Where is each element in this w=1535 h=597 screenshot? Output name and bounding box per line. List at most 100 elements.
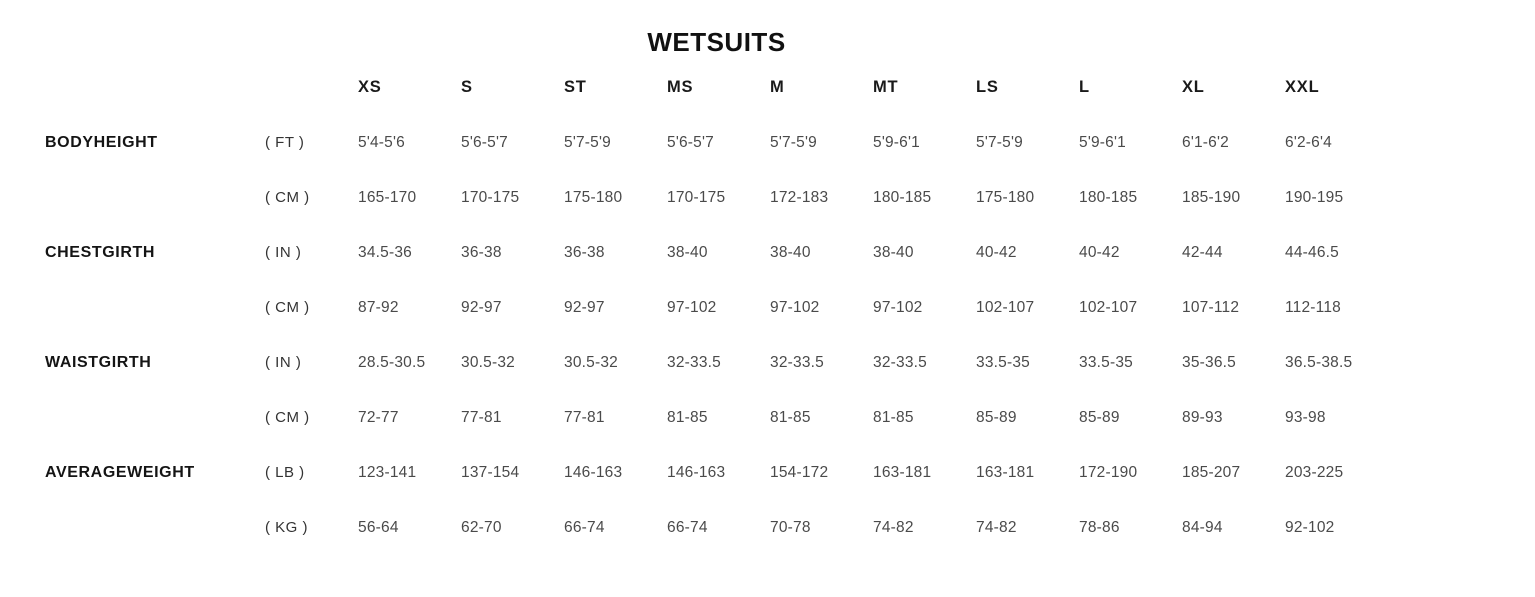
size-column-header: MT (873, 78, 899, 96)
cell-value: 97-102 (770, 298, 820, 316)
cell-value: 97-102 (873, 298, 923, 316)
cell-value: 175-180 (976, 188, 1035, 206)
unit-label: ( KG ) (265, 519, 308, 536)
unit-label: ( CM ) (265, 409, 310, 426)
cell-value: 89-93 (1182, 408, 1223, 426)
cell-value: 92-97 (564, 298, 605, 316)
cell-value: 81-85 (667, 408, 708, 426)
cell-value: 5'9-6'1 (1079, 133, 1126, 151)
cell-value: 77-81 (564, 408, 605, 426)
cell-value: 137-154 (461, 463, 520, 481)
size-table: XS S ST MS M MT LS L XL XXL BODYHEIGHT ( FT ) 5'4-5'… (45, 60, 1535, 555)
unit-label: ( CM ) (265, 189, 310, 206)
unit-label: ( LB ) (265, 464, 305, 481)
unit-label: ( CM ) (265, 299, 310, 316)
size-column-header: S (461, 78, 473, 96)
cell-value: 163-181 (873, 463, 932, 481)
cell-value: 6'1-6'2 (1182, 133, 1229, 151)
cell-value: 74-82 (976, 518, 1017, 536)
cell-value: 97-102 (667, 298, 717, 316)
unit-label: ( IN ) (265, 244, 302, 261)
cell-value: 36-38 (564, 243, 605, 261)
cell-value: 92-97 (461, 298, 502, 316)
cell-value: 107-112 (1182, 298, 1240, 316)
cell-value: 102-107 (1079, 298, 1138, 316)
cell-value: 154-172 (770, 463, 829, 481)
cell-value: 36-38 (461, 243, 502, 261)
cell-value: 5'6-5'7 (461, 133, 508, 151)
size-column-header: MS (667, 78, 694, 96)
size-column-header: XL (1182, 78, 1205, 96)
cell-value: 180-185 (1079, 188, 1138, 206)
cell-value: 78-86 (1079, 518, 1120, 536)
cell-value: 5'7-5'9 (976, 133, 1023, 151)
cell-value: 70-78 (770, 518, 811, 536)
size-column-header: XS (358, 78, 382, 96)
cell-value: 56-64 (358, 518, 399, 536)
cell-value: 102-107 (976, 298, 1035, 316)
cell-value: 175-180 (564, 188, 623, 206)
cell-value: 30.5-32 (564, 353, 618, 371)
cell-value: 146-163 (667, 463, 726, 481)
cell-value: 5'7-5'9 (564, 133, 611, 151)
cell-value: 38-40 (770, 243, 811, 261)
cell-value: 30.5-32 (461, 353, 515, 371)
size-column-header: ST (564, 78, 587, 96)
cell-value: 81-85 (873, 408, 914, 426)
unit-label: ( IN ) (265, 354, 302, 371)
cell-value: 85-89 (1079, 408, 1120, 426)
row-group-label: WAISTGIRTH (45, 353, 152, 371)
cell-value: 35-36.5 (1182, 353, 1236, 371)
row-group-label: CHESTGIRTH (45, 243, 155, 261)
size-column-header: XXL (1285, 78, 1320, 96)
cell-value: 72-77 (358, 408, 399, 426)
cell-value: 32-33.5 (873, 353, 927, 371)
cell-value: 185-207 (1182, 463, 1241, 481)
cell-value: 32-33.5 (770, 353, 824, 371)
cell-value: 203-225 (1285, 463, 1344, 481)
cell-value: 170-175 (461, 188, 520, 206)
cell-value: 84-94 (1182, 518, 1223, 536)
cell-value: 40-42 (976, 243, 1017, 261)
cell-value: 5'4-5'6 (358, 133, 405, 151)
row-group-label: BODYHEIGHT (45, 133, 158, 151)
cell-value: 36.5-38.5 (1285, 353, 1353, 371)
cell-value: 42-44 (1182, 243, 1223, 261)
cell-value: 33.5-35 (1079, 353, 1133, 371)
cell-value: 34.5-36 (358, 243, 412, 261)
size-column-header: L (1079, 78, 1090, 96)
cell-value: 38-40 (873, 243, 914, 261)
cell-value: 85-89 (976, 408, 1017, 426)
cell-value: 66-74 (667, 518, 708, 536)
cell-value: 81-85 (770, 408, 811, 426)
cell-value: 38-40 (667, 243, 708, 261)
cell-value: 32-33.5 (667, 353, 721, 371)
cell-value: 170-175 (667, 188, 726, 206)
cell-value: 146-163 (564, 463, 623, 481)
cell-value: 5'9-6'1 (873, 133, 920, 151)
cell-value: 87-92 (358, 298, 399, 316)
size-column-header: LS (976, 78, 999, 96)
cell-value: 44-46.5 (1285, 243, 1339, 261)
cell-value: 74-82 (873, 518, 914, 536)
row-group-label: AVERAGEWEIGHT (45, 463, 195, 481)
cell-value: 180-185 (873, 188, 932, 206)
cell-value: 93-98 (1285, 408, 1326, 426)
cell-value: 40-42 (1079, 243, 1120, 261)
cell-value: 33.5-35 (976, 353, 1030, 371)
cell-value: 172-190 (1079, 463, 1138, 481)
unit-label: ( FT ) (265, 134, 305, 151)
cell-value: 185-190 (1182, 188, 1241, 206)
cell-value: 112-118 (1285, 298, 1341, 316)
cell-value: 62-70 (461, 518, 502, 536)
cell-value: 163-181 (976, 463, 1035, 481)
cell-value: 190-195 (1285, 188, 1344, 206)
cell-value: 5'6-5'7 (667, 133, 714, 151)
cell-value: 77-81 (461, 408, 502, 426)
cell-value: 172-183 (770, 188, 829, 206)
cell-value: 6'2-6'4 (1285, 133, 1332, 151)
cell-value: 5'7-5'9 (770, 133, 817, 151)
page-title: WETSUITS (647, 27, 786, 57)
cell-value: 66-74 (564, 518, 605, 536)
